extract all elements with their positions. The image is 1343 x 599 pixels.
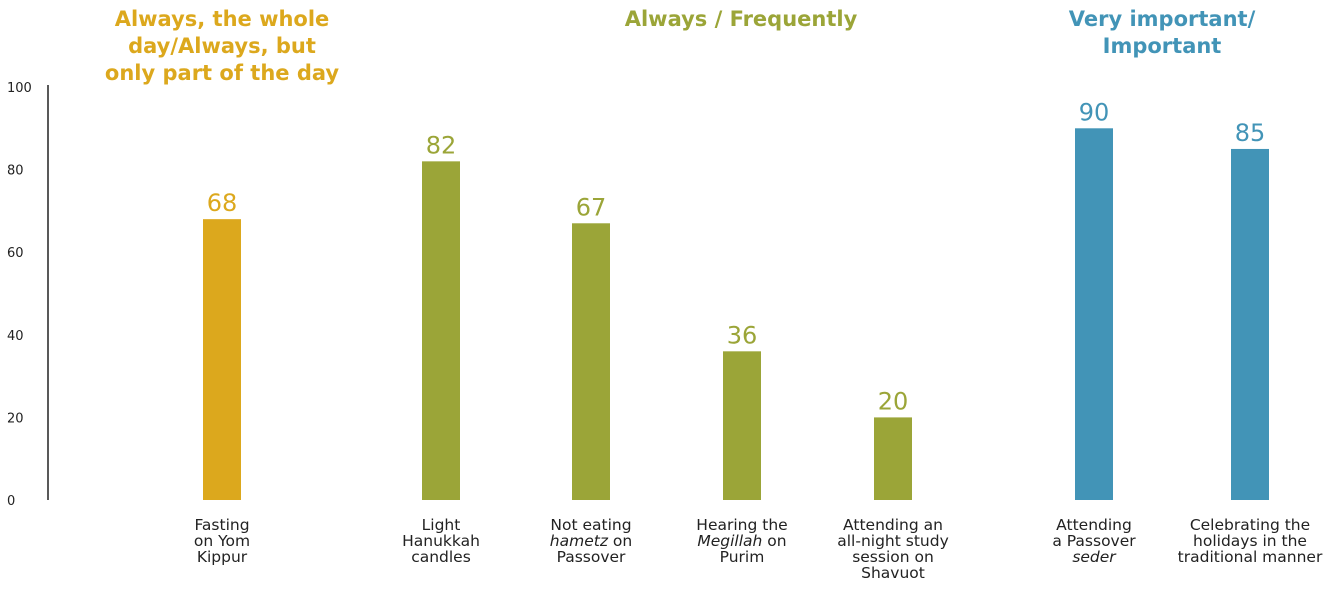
group-title: Very important/Important (1012, 6, 1312, 60)
bar (422, 161, 460, 500)
y-tick-label: 20 (7, 411, 24, 426)
x-category-label: Light Hanukkah candles (402, 516, 480, 566)
bar (203, 219, 241, 500)
x-category-label: Celebrating the holidays in the traditiona… (1177, 516, 1323, 566)
group-title-line: day/Always, but (128, 34, 316, 58)
y-tick-label: 100 (7, 81, 32, 96)
x-category-label: Hearing the Megillah on Purim (696, 516, 788, 566)
value-labels: 68 82 67 36 20 90 85 (207, 98, 1266, 415)
group-title-line: only part of the day (104, 61, 340, 85)
bar (572, 223, 610, 501)
group-title-line: Very important/ (1068, 7, 1256, 31)
group-title: Always / Frequently (591, 6, 891, 33)
y-tick-label: 40 (7, 329, 24, 344)
y-tick-label: 80 (7, 164, 24, 179)
bar-value-label: 85 (1235, 119, 1266, 147)
x-category-label: Attending an all-night study session on Sha… (837, 516, 949, 582)
bars (203, 128, 1269, 501)
bar (874, 417, 912, 500)
bar-value-label: 36 (727, 321, 758, 349)
x-category-label: Attending a Passover seder (1052, 516, 1136, 566)
y-axis-ticks: 0 20 40 60 80 100 (7, 81, 32, 509)
y-tick-label: 60 (7, 246, 24, 261)
y-tick-label: 0 (7, 494, 15, 509)
bar-value-label: 20 (878, 387, 909, 415)
bar-value-label: 68 (207, 189, 238, 217)
bar (1075, 128, 1113, 501)
x-category-label: Not eating hametz on Passover (549, 516, 633, 566)
bar (1231, 148, 1269, 500)
bar-value-label: 82 (426, 131, 457, 159)
bar (723, 351, 761, 500)
bar-value-label: 90 (1079, 98, 1110, 126)
group-title-line: Always / Frequently (624, 7, 858, 31)
bar-value-label: 67 (576, 193, 607, 221)
group-title-line: Always, the whole (114, 7, 330, 31)
group-title: Always, the whole day/Always, but only par… (72, 6, 372, 87)
x-category-label: Fasting on Yom Kippur (193, 516, 251, 566)
group-title-line: Important (1102, 34, 1222, 58)
